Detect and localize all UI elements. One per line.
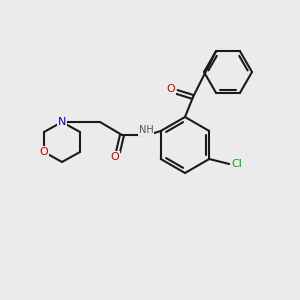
Text: NH: NH [139, 125, 153, 135]
Text: O: O [167, 84, 176, 94]
Text: Cl: Cl [232, 159, 243, 169]
Text: O: O [40, 147, 48, 157]
Text: N: N [58, 117, 66, 127]
Text: O: O [111, 152, 119, 162]
